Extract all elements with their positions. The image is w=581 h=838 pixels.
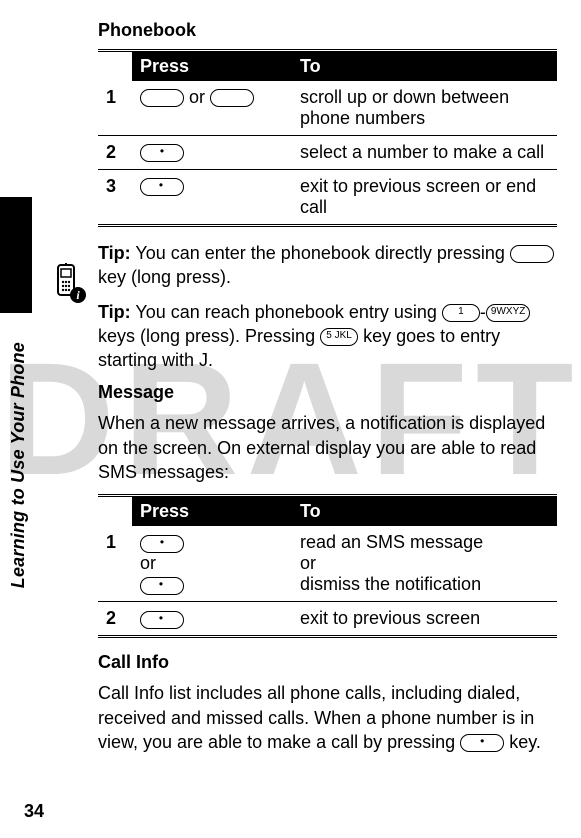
table-header-to: To <box>292 51 557 82</box>
softkey-right-icon <box>140 144 184 162</box>
vertical-section-label: Learning to Use Your Phone <box>8 96 29 342</box>
key-1-icon: 1 <box>442 304 480 322</box>
table-row: 1 or scroll up or down between phone num… <box>98 81 557 136</box>
message-table: Press To 1 or read an SMS message or dis… <box>98 494 557 638</box>
message-heading: Message <box>98 382 557 403</box>
phonebook-table: Press To 1 or scroll up or down between … <box>98 49 557 227</box>
phonebook-heading: Phonebook <box>98 20 557 41</box>
table-row: 1 or read an SMS message or dismiss the … <box>98 526 557 602</box>
key-9-icon: 9WXYZ <box>486 304 530 322</box>
smartkey-down-icon <box>210 89 254 107</box>
message-intro: When a new message arrives, a notificati… <box>98 411 557 484</box>
table-row: 3 exit to previous screen or end call <box>98 170 557 226</box>
callinfo-heading: Call Info <box>98 652 557 673</box>
softkey-right-icon <box>140 535 184 553</box>
smartkey-up-icon <box>140 89 184 107</box>
page-number: 34 <box>24 801 44 822</box>
table-row: 2 exit to previous screen <box>98 602 557 637</box>
tip-1: Tip: You can enter the phonebook directl… <box>98 241 557 290</box>
smartkey-down-icon <box>510 245 554 263</box>
softkey-left-icon <box>140 611 184 629</box>
key-5-icon: 5 JKL <box>320 328 358 346</box>
callinfo-text: Call Info list includes all phone calls,… <box>98 681 557 754</box>
table-header-press: Press <box>132 51 292 82</box>
tip-2: Tip: You can reach phonebook entry using… <box>98 300 557 373</box>
softkey-left-icon <box>140 577 184 595</box>
softkey-left-icon <box>140 178 184 196</box>
table-header-to: To <box>292 496 557 527</box>
table-header-press: Press <box>132 496 292 527</box>
table-row: 2 select a number to make a call <box>98 136 557 170</box>
softkey-right-icon <box>460 734 504 752</box>
tip-phone-icon: i <box>42 263 90 307</box>
